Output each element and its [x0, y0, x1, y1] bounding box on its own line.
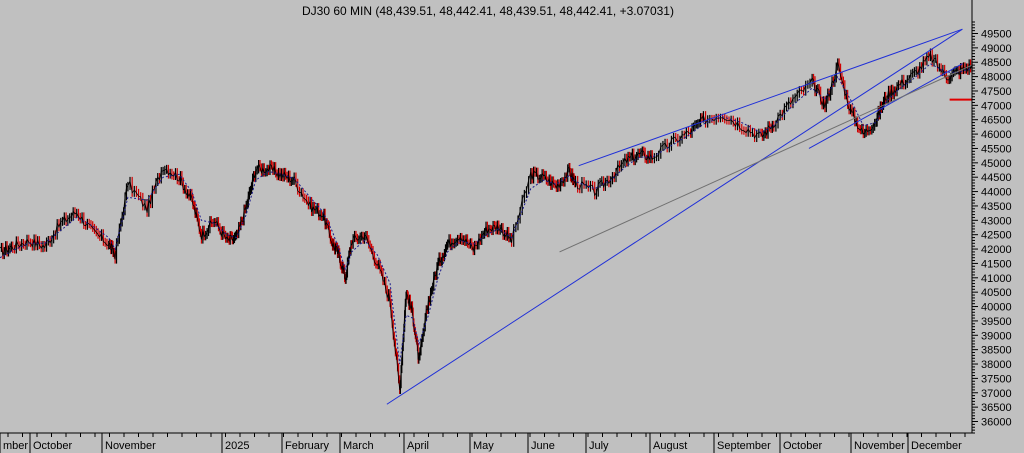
y-tick-label: 48500 [981, 57, 1012, 69]
x-tick-label: April [407, 440, 429, 452]
y-tick-label: 39500 [981, 316, 1012, 328]
trendline [559, 64, 973, 253]
x-tick-label: May [473, 440, 494, 452]
x-tick-label: November [854, 440, 905, 452]
y-tick-label: 47000 [981, 100, 1012, 112]
y-tick-label: 39000 [981, 330, 1012, 342]
y-tick-label: 41000 [981, 273, 1012, 285]
x-tick-label: October [33, 440, 72, 452]
y-tick-label: 45500 [981, 143, 1012, 155]
y-tick-label: 40000 [981, 302, 1012, 314]
x-tick-label: March [343, 440, 374, 452]
x-tick-label: February [285, 440, 330, 452]
x-tick-label: December [911, 440, 962, 452]
x-tick-label: mber [3, 440, 28, 452]
y-tick-label: 36500 [981, 402, 1012, 414]
chart-title: DJ30 60 MIN (48,439.51, 48,442.41, 48,43… [302, 4, 674, 18]
x-tick-label: 2025 [225, 440, 249, 452]
y-tick-label: 46000 [981, 129, 1012, 141]
y-tick-label: 44000 [981, 187, 1012, 199]
y-tick-label: 43000 [981, 215, 1012, 227]
x-tick-label: November [105, 440, 156, 452]
y-tick-label: 43500 [981, 201, 1012, 213]
y-tick-label: 49000 [981, 43, 1012, 55]
y-tick-label: 42500 [981, 230, 1012, 242]
plot-area [0, 28, 973, 405]
y-tick-label: 37000 [981, 388, 1012, 400]
x-tick-label: July [589, 440, 609, 452]
y-tick-label: 37500 [981, 373, 1012, 385]
trendline [386, 28, 963, 405]
y-tick-label: 46500 [981, 115, 1012, 127]
trendline [578, 28, 963, 167]
y-tick-label: 44500 [981, 172, 1012, 184]
y-tick-label: 36000 [981, 417, 1012, 429]
y-tick-label: 41500 [981, 258, 1012, 270]
x-tick-label: October [783, 440, 822, 452]
y-tick-label: 48000 [981, 72, 1012, 84]
x-axis: mber October November 2025 February March Apri… [0, 432, 972, 453]
y-axis: 36000 36500 37000 37500 38000 38500 39000 39500… [971, 0, 1012, 434]
x-tick-label: September [717, 440, 771, 452]
y-tick-label: 47500 [981, 86, 1012, 98]
y-tick-label: 42000 [981, 244, 1012, 256]
y-tick-label: 38500 [981, 345, 1012, 357]
x-tick-label: August [653, 440, 687, 452]
x-tick-label: June [531, 440, 555, 452]
moving-average-line [0, 63, 973, 365]
trendline [808, 63, 963, 149]
y-tick-label: 38000 [981, 359, 1012, 371]
y-tick-label: 45000 [981, 158, 1012, 170]
y-tick-label: 49500 [981, 28, 1012, 40]
y-tick-label: 40500 [981, 287, 1012, 299]
